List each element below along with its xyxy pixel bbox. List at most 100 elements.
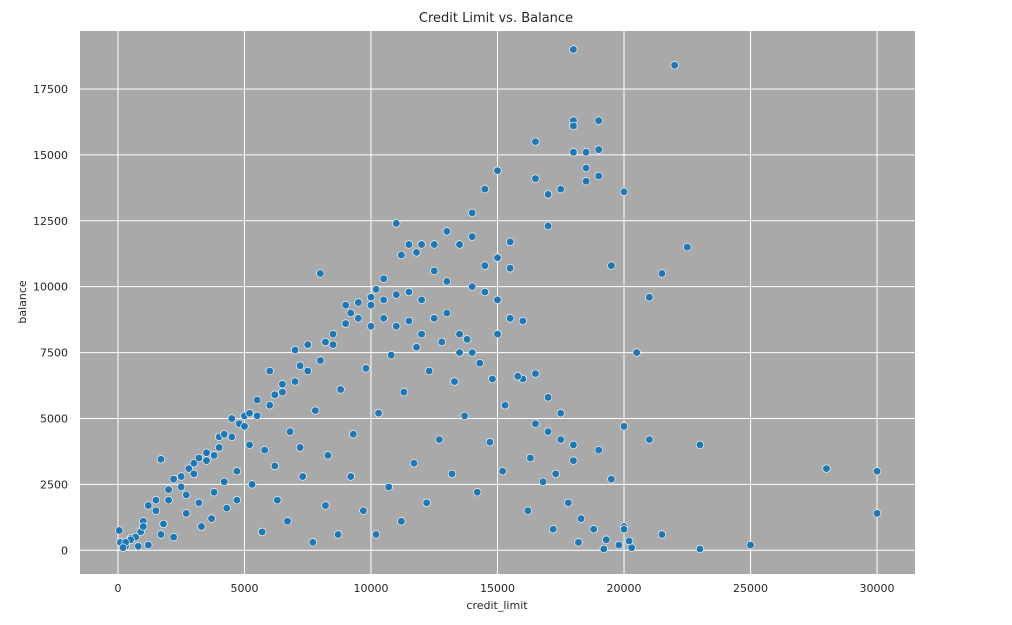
data-point <box>468 232 477 241</box>
data-point <box>417 295 426 304</box>
data-point <box>488 374 497 384</box>
data-point <box>506 314 515 323</box>
data-points <box>115 45 882 554</box>
grid-lines <box>80 31 915 574</box>
y-tick-label: 17500 <box>33 83 68 96</box>
data-point <box>384 482 393 492</box>
y-tick-label: 7500 <box>40 347 68 360</box>
data-point <box>341 319 350 328</box>
data-point <box>602 535 611 544</box>
data-point <box>417 330 426 339</box>
data-point <box>253 395 262 405</box>
data-point <box>156 455 166 464</box>
data-point <box>468 348 477 357</box>
data-point <box>657 530 667 539</box>
data-point <box>184 464 193 473</box>
data-point <box>296 361 305 370</box>
data-point <box>435 435 444 444</box>
data-point <box>594 446 603 455</box>
data-point <box>506 237 515 246</box>
x-tick-label: 30000 <box>860 582 895 595</box>
data-point <box>118 543 128 552</box>
data-point <box>366 301 376 310</box>
data-point <box>371 530 381 539</box>
y-tick-label: 2500 <box>40 478 68 491</box>
data-point <box>460 411 469 420</box>
data-point <box>670 61 679 70</box>
data-point <box>278 388 287 397</box>
data-point <box>683 243 692 252</box>
data-point <box>316 356 325 365</box>
data-point <box>513 372 522 381</box>
data-point <box>506 264 515 273</box>
data-point <box>399 388 408 397</box>
data-point <box>589 525 598 534</box>
data-point <box>189 459 198 468</box>
data-point <box>189 469 198 478</box>
y-tick-label: 0 <box>61 544 68 557</box>
data-point <box>455 330 464 339</box>
data-point <box>442 308 451 318</box>
data-point <box>455 240 464 249</box>
y-tick-label: 15000 <box>33 149 68 162</box>
data-point <box>144 540 153 550</box>
data-point <box>544 221 553 231</box>
data-point <box>215 443 224 452</box>
data-point <box>164 496 173 505</box>
data-point <box>392 322 401 331</box>
data-point <box>594 171 603 181</box>
data-point <box>194 498 204 507</box>
data-point <box>569 45 578 54</box>
x-tick-label: 20000 <box>607 582 642 595</box>
data-point <box>544 393 553 402</box>
data-point <box>695 440 705 449</box>
data-point <box>139 522 148 531</box>
y-axis-ticks: 0 2500 5000 7500 10000 12500 15000 17500 <box>33 83 68 557</box>
data-point <box>296 443 305 452</box>
data-point <box>371 285 381 294</box>
data-point <box>422 498 431 507</box>
data-point <box>283 517 292 526</box>
y-tick-label: 5000 <box>40 412 68 425</box>
data-point <box>144 501 153 510</box>
data-point <box>303 366 312 376</box>
data-point <box>556 435 565 444</box>
data-point <box>336 385 345 394</box>
data-point <box>278 380 287 389</box>
data-point <box>151 496 161 505</box>
data-point <box>182 509 191 518</box>
data-point <box>290 377 300 386</box>
data-point <box>349 430 358 439</box>
data-point <box>569 121 578 130</box>
data-point <box>822 464 831 473</box>
data-point <box>265 366 274 376</box>
data-point <box>232 467 241 476</box>
data-point <box>270 461 279 471</box>
data-point <box>872 509 882 518</box>
data-point <box>645 293 654 302</box>
data-point <box>500 401 510 410</box>
x-tick-label: 25000 <box>733 582 768 595</box>
data-point <box>328 340 338 349</box>
data-point <box>695 544 705 554</box>
data-point <box>531 174 540 183</box>
x-tick-label: 0 <box>114 582 121 595</box>
data-point <box>156 530 166 539</box>
data-point <box>594 145 603 154</box>
data-point <box>607 261 616 270</box>
data-point <box>404 287 414 297</box>
x-tick-label: 5000 <box>230 582 258 595</box>
data-point <box>409 459 419 468</box>
data-point <box>260 446 269 455</box>
data-point <box>202 448 211 457</box>
data-point <box>366 293 376 302</box>
data-point <box>270 390 279 399</box>
data-point <box>397 250 406 260</box>
data-point <box>404 316 414 326</box>
data-point <box>308 538 317 547</box>
data-point <box>404 240 414 249</box>
data-point <box>227 432 236 442</box>
data-point <box>298 472 307 481</box>
data-point <box>258 527 267 536</box>
